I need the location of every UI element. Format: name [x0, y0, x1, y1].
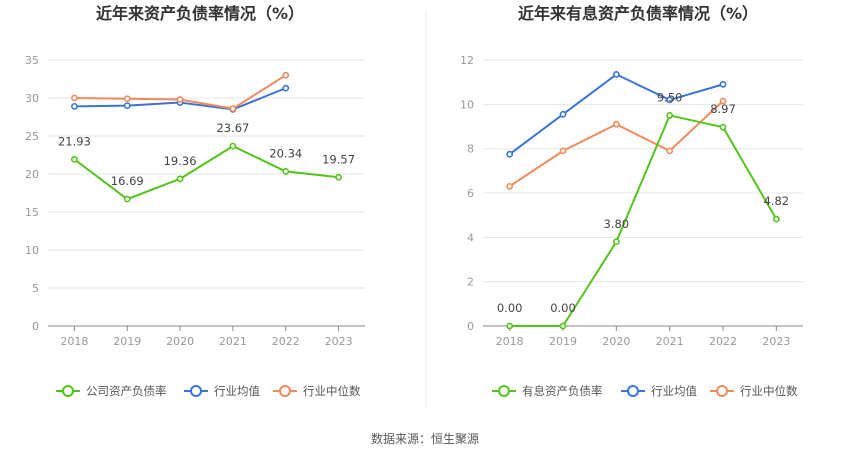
y-tick-label: 35: [25, 54, 39, 67]
data-point[interactable]: [666, 147, 674, 155]
legend-label: 行业均值: [651, 384, 697, 398]
data-label: 19.57: [322, 152, 355, 166]
series-line: [509, 114, 778, 327]
y-tick-label: 10: [25, 244, 39, 257]
series-line: [509, 73, 724, 156]
data-label: 0.00: [497, 301, 523, 315]
data-label: 3.80: [604, 217, 630, 231]
data-point[interactable]: [772, 215, 780, 223]
data-point[interactable]: [612, 71, 620, 78]
legend-label: 行业均值: [214, 384, 260, 398]
legend-item[interactable]: 行业中位数: [710, 384, 798, 398]
data-point[interactable]: [506, 322, 514, 330]
data-point[interactable]: [719, 123, 727, 131]
data-point[interactable]: [559, 322, 567, 330]
data-point[interactable]: [282, 71, 290, 79]
legend-item[interactable]: 公司资产负债率: [56, 384, 167, 398]
y-tick-label: 30: [25, 92, 39, 105]
legend-marker: [716, 385, 728, 397]
data-point[interactable]: [666, 96, 674, 104]
data-point[interactable]: [123, 95, 131, 103]
data-point[interactable]: [559, 147, 567, 155]
data-point[interactable]: [612, 238, 620, 246]
data-point[interactable]: [506, 150, 514, 158]
data-point[interactable]: [71, 155, 78, 163]
legend-marker: [190, 385, 202, 397]
legend-label: 公司资产负债率: [86, 384, 167, 398]
data-label: 19.36: [164, 154, 197, 168]
x-tick-label: 2020: [602, 335, 630, 348]
data-label: 4.82: [764, 194, 790, 208]
legend-label: 有息资产负债率: [522, 384, 603, 398]
data-label: 23.67: [216, 121, 249, 135]
legend-marker: [279, 385, 291, 397]
data-point[interactable]: [719, 80, 727, 88]
legend-item[interactable]: 行业中位数: [273, 384, 361, 398]
data-point[interactable]: [666, 112, 674, 119]
x-tick-label: 2021: [219, 335, 247, 348]
data-point[interactable]: [176, 96, 184, 103]
chart-title: 近年来有息资产负债率情况（%）: [518, 4, 758, 23]
x-tick-label: 2019: [113, 335, 141, 348]
y-tick-label: 10: [460, 98, 474, 111]
legend-marker: [627, 385, 639, 397]
data-point[interactable]: [282, 168, 290, 175]
data-point[interactable]: [335, 173, 342, 181]
y-tick-label: 4: [467, 231, 474, 244]
data-point[interactable]: [719, 97, 727, 105]
x-tick-label: 2022: [709, 335, 737, 348]
y-tick-label: 12: [460, 54, 474, 67]
y-tick-label: 2: [467, 276, 474, 289]
legend-marker: [498, 385, 510, 397]
x-tick-label: 2021: [656, 335, 684, 348]
y-tick-label: 0: [32, 320, 39, 333]
series-line: [509, 100, 724, 188]
chart-interest-debt-ratio: 近年来有息资产负债率情况（%） 0 2 4 6 8 10 12 2018 2019 2020 2021…: [460, 4, 803, 398]
data-point[interactable]: [123, 195, 131, 203]
legend-marker: [62, 385, 74, 397]
data-label: 9.50: [657, 90, 683, 104]
data-point[interactable]: [71, 102, 78, 110]
legend-label: 行业中位数: [303, 384, 361, 398]
series-line: [73, 145, 339, 201]
data-label: 21.93: [58, 134, 91, 148]
legend-item[interactable]: 有息资产负债率: [492, 384, 603, 398]
x-tick-label: 2018: [60, 335, 88, 348]
data-label: 8.97: [710, 102, 736, 116]
data-label: 0.00: [550, 301, 576, 315]
x-tick-label: 2023: [762, 335, 790, 348]
data-label: 20.34: [269, 146, 302, 160]
data-source-note: 数据来源：恒生聚源: [371, 431, 479, 446]
y-tick-label: 0: [467, 320, 474, 333]
legend-label: 行业中位数: [740, 384, 798, 398]
chart-debt-ratio: 近年来资产负债率情况（%） 0 5 10 15 20 25 30 35 2018 2019 2020 2…: [25, 4, 365, 398]
legend-item[interactable]: 行业均值: [184, 384, 260, 398]
y-tick-label: 8: [467, 143, 474, 156]
y-tick-label: 6: [467, 187, 474, 200]
y-tick-label: 20: [25, 168, 39, 181]
data-point[interactable]: [229, 105, 237, 113]
data-point[interactable]: [176, 175, 184, 183]
y-tick-label: 5: [32, 282, 39, 295]
data-point[interactable]: [559, 110, 567, 118]
data-point[interactable]: [506, 182, 514, 190]
x-tick-label: 2022: [272, 335, 300, 348]
y-tick-label: 15: [25, 206, 39, 219]
data-point[interactable]: [282, 84, 290, 92]
x-tick-label: 2023: [325, 335, 353, 348]
x-tick-label: 2019: [549, 335, 577, 348]
data-label: 16.69: [111, 174, 144, 188]
chart-title: 近年来资产负债率情况（%）: [96, 4, 304, 23]
data-point[interactable]: [71, 94, 78, 102]
y-tick-label: 25: [25, 130, 39, 143]
data-point[interactable]: [612, 120, 620, 128]
legend-item[interactable]: 行业均值: [621, 384, 697, 398]
x-tick-label: 2020: [166, 335, 194, 348]
data-point[interactable]: [123, 102, 131, 109]
data-point[interactable]: [229, 142, 237, 150]
x-tick-label: 2018: [496, 335, 524, 348]
